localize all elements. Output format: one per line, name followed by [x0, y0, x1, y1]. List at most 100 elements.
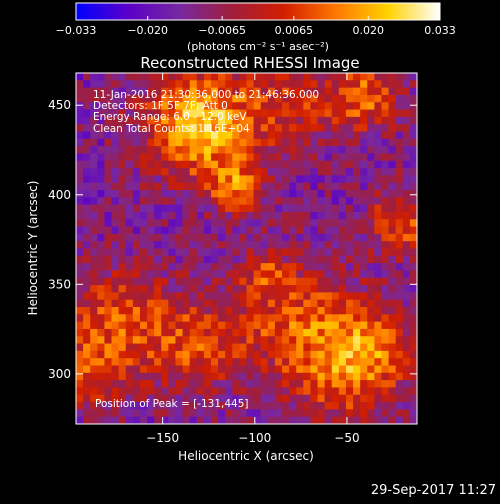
heatmap-cell	[189, 160, 198, 169]
heatmap-cell	[132, 277, 141, 286]
render-timestamp: 29-Sep-2017 11:27	[370, 483, 496, 498]
heatmap-cell	[203, 94, 212, 103]
heatmap-cell	[360, 402, 368, 410]
heatmap-cell	[274, 292, 283, 301]
heatmap-cell	[161, 131, 169, 140]
heatmap-cell	[246, 73, 255, 81]
heatmap-cell	[296, 292, 304, 301]
heatmap-cell	[374, 277, 383, 286]
heatmap-cell	[125, 387, 134, 396]
heatmap-cell	[367, 285, 375, 293]
heatmap-cell	[125, 146, 134, 155]
heatmap-cell	[253, 116, 262, 125]
heatmap-cell	[310, 226, 319, 235]
heatmap-cell	[246, 270, 255, 279]
heatmap-cell	[289, 372, 297, 381]
heatmap-cell	[331, 94, 340, 103]
heatmap-cell	[331, 204, 340, 213]
heatmap-cell	[289, 116, 297, 125]
heatmap-cell	[97, 241, 106, 250]
heatmap-cell	[147, 219, 155, 228]
heatmap-cell	[395, 226, 404, 235]
heatmap-cell	[374, 160, 383, 169]
heatmap-cell	[324, 226, 333, 235]
heatmap-cell	[381, 314, 390, 323]
heatmap-cell	[310, 307, 319, 315]
heatmap-cell	[317, 343, 326, 352]
heatmap-cell	[111, 102, 120, 111]
heatmap-cell	[374, 270, 383, 279]
heatmap-cell	[76, 380, 84, 389]
heatmap-cell	[196, 328, 205, 337]
heatmap-cell	[196, 175, 205, 184]
heatmap-cell	[189, 409, 198, 418]
heatmap-cell	[210, 358, 219, 367]
heatmap-cell	[125, 94, 134, 103]
heatmap-cell	[118, 416, 127, 424]
heatmap-cell	[274, 146, 283, 155]
heatmap-cell	[296, 372, 304, 381]
heatmap-cell	[338, 168, 347, 176]
heatmap-cell	[331, 146, 340, 155]
heatmap-cell	[132, 394, 141, 403]
heatmap-cell	[353, 248, 361, 257]
heatmap-cell	[104, 314, 113, 323]
heatmap-cell	[381, 73, 390, 81]
heatmap-cell	[139, 109, 148, 118]
heatmap-cell	[154, 285, 162, 293]
heatmap-cell	[203, 285, 212, 293]
heatmap-cell	[97, 285, 106, 293]
heatmap-cell	[274, 402, 283, 410]
heatmap-cell	[338, 307, 347, 315]
heatmap-cell	[125, 402, 134, 410]
heatmap-cell	[324, 248, 333, 257]
heatmap-cell	[381, 226, 390, 235]
heatmap-cell	[196, 394, 205, 403]
x-tick-label: −150	[146, 431, 179, 445]
heatmap-cell	[161, 204, 169, 213]
heatmap-cell	[324, 255, 333, 264]
heatmap-cell	[289, 80, 297, 89]
heatmap-cell	[182, 416, 191, 424]
heatmap-cell	[274, 175, 283, 184]
heatmap-cell	[90, 380, 98, 389]
heatmap-cell	[360, 277, 368, 286]
heatmap-cell	[388, 365, 397, 374]
heatmap-cell	[225, 175, 233, 184]
heatmap-cell	[345, 226, 354, 235]
heatmap-cell	[274, 343, 283, 352]
heatmap-cell	[154, 241, 162, 250]
heatmap-cell	[111, 109, 120, 118]
heatmap-cell	[118, 109, 127, 118]
heatmap-cell	[331, 211, 340, 220]
heatmap-cell	[132, 328, 141, 337]
heatmap-cell	[338, 285, 347, 293]
heatmap-cell	[175, 204, 184, 213]
heatmap-cell	[175, 285, 184, 293]
heatmap-cell	[310, 233, 319, 242]
heatmap-cell	[175, 270, 184, 279]
heatmap-cell	[374, 204, 383, 213]
heatmap-cell	[331, 116, 340, 125]
heatmap-cell	[168, 321, 177, 330]
heatmap-cell	[154, 94, 162, 103]
heatmap-cell	[210, 350, 219, 359]
heatmap-cell	[232, 299, 240, 308]
heatmap-cell	[381, 328, 390, 337]
heatmap-cell	[338, 270, 347, 279]
heatmap-cell	[253, 402, 262, 410]
heatmap-cell	[83, 138, 91, 147]
heatmap-cell	[147, 241, 155, 250]
chart-title: Reconstructed RHESSI Image	[140, 54, 359, 72]
heatmap-cell	[253, 270, 262, 279]
heatmap-cell	[111, 219, 120, 228]
heatmap-cell	[388, 109, 397, 118]
heatmap-cell	[381, 190, 390, 198]
heatmap-cell	[182, 124, 191, 133]
heatmap-cell	[154, 124, 162, 133]
heatmap-cell	[253, 87, 262, 96]
heatmap-cell	[203, 131, 212, 140]
heatmap-cell	[83, 336, 91, 345]
heatmap-cell	[232, 241, 240, 250]
